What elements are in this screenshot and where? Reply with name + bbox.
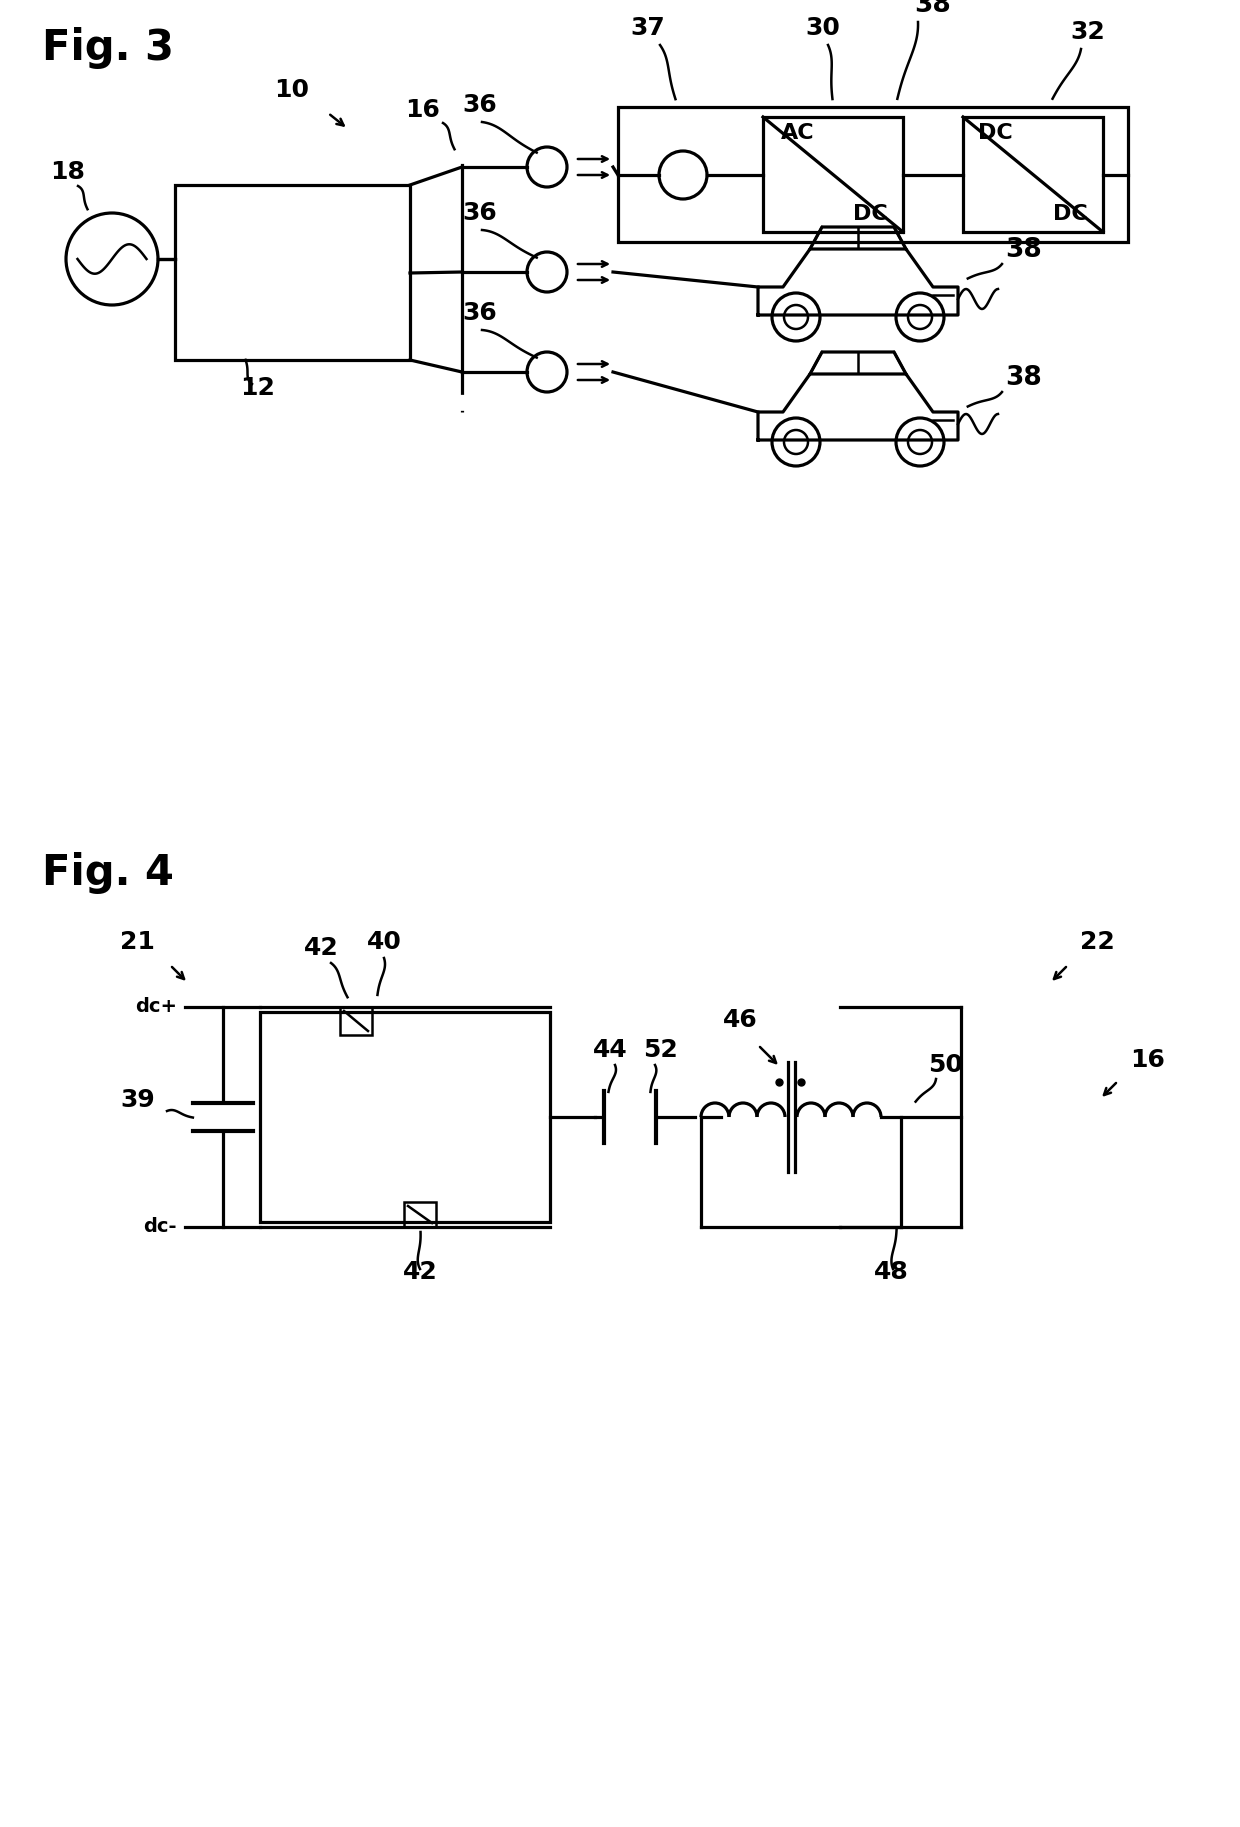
Text: Fig. 3: Fig. 3 [42,27,174,69]
Text: 38: 38 [1004,238,1042,263]
Bar [260,1012,551,1222]
Text: 37: 37 [631,16,666,40]
Text: 18: 18 [51,161,86,185]
Text: 16: 16 [1130,1049,1164,1072]
Bar [404,1202,436,1228]
Text: 40: 40 [367,930,402,954]
Text: 38: 38 [915,0,951,18]
Text: 10: 10 [274,79,310,102]
Text: 42: 42 [403,1261,438,1284]
Text: 46: 46 [723,1009,758,1032]
Bar [175,185,410,360]
Text: 44: 44 [593,1038,627,1061]
Text: dc-: dc- [144,1217,177,1237]
Text: 36: 36 [463,301,497,325]
Text: 42: 42 [304,935,339,959]
Text: 36: 36 [463,93,497,117]
Bar [618,108,1128,241]
Text: 50: 50 [929,1052,963,1076]
Text: 52: 52 [642,1038,677,1061]
Text: 12: 12 [241,376,275,400]
Text: 22: 22 [1080,930,1115,954]
Text: 36: 36 [463,201,497,225]
Bar [340,1007,372,1036]
Text: 30: 30 [806,16,841,40]
Bar [963,117,1104,232]
Text: DC: DC [1053,205,1087,225]
Text: 48: 48 [874,1261,909,1284]
Text: Fig. 4: Fig. 4 [42,851,174,893]
Text: DC: DC [978,122,1013,143]
Text: DC: DC [853,205,888,225]
Text: 21: 21 [120,930,155,954]
Text: 32: 32 [1070,20,1105,44]
Text: 16: 16 [405,99,440,122]
Text: 39: 39 [120,1089,155,1113]
Text: 38: 38 [1004,365,1042,391]
Text: AC: AC [781,122,815,143]
Bar [763,117,903,232]
Text: dc+: dc+ [135,998,177,1016]
